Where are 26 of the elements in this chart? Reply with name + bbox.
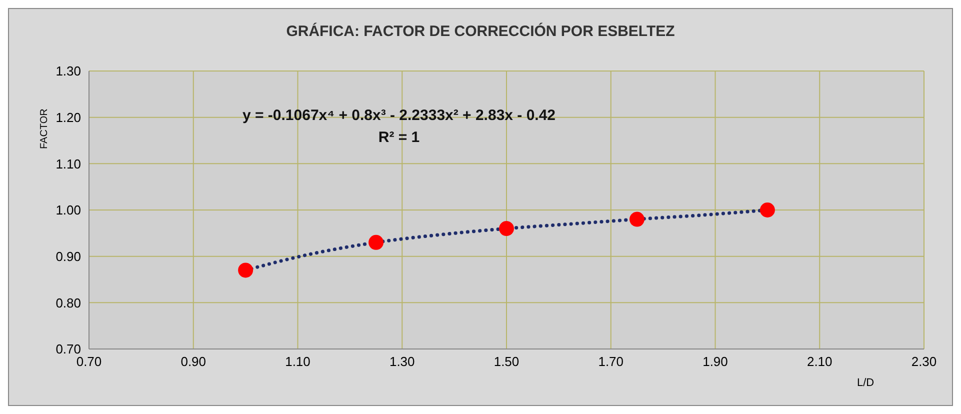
- point: [499, 221, 514, 236]
- point: [760, 202, 775, 218]
- point: [238, 262, 254, 278]
- x-tick-label: 1.50: [494, 354, 520, 370]
- x-tick-label: 0.70: [76, 354, 102, 370]
- y-tick-label: 0.80: [56, 295, 81, 310]
- y-tick-label: 0.90: [56, 248, 81, 264]
- y-tick-label: 0.70: [56, 342, 81, 357]
- x-axis-title: L/D: [857, 377, 874, 389]
- y-tick-label: 1.10: [56, 156, 81, 172]
- x-tick-label: 0.90: [180, 354, 206, 370]
- x-tick-label: 2.30: [911, 354, 937, 370]
- x-tick-label: 1.70: [598, 354, 624, 370]
- y-tick-label: 1.00: [56, 202, 81, 218]
- chart-title: GRÁFICA: FACTOR DE CORRECCIÓN POR ESBELTEZ: [285, 23, 676, 40]
- annotation: R² = 1: [378, 129, 420, 146]
- y-axis-title: FACTOR: [39, 108, 50, 149]
- point: [368, 234, 384, 250]
- y-tick-label: 1.30: [56, 64, 81, 79]
- x-tick-label: 1.90: [702, 354, 728, 370]
- point: [629, 212, 644, 227]
- x-tick-label: 1.10: [285, 354, 310, 370]
- x-tick-label: 2.10: [806, 354, 832, 370]
- y-tick-label: 1.20: [56, 110, 81, 125]
- annotation: y = -0.1067x⁴ + 0.8x³ - 2.2333x² + 2.83x - 0.42: [242, 107, 556, 124]
- x-tick-label: 1.30: [389, 354, 415, 370]
